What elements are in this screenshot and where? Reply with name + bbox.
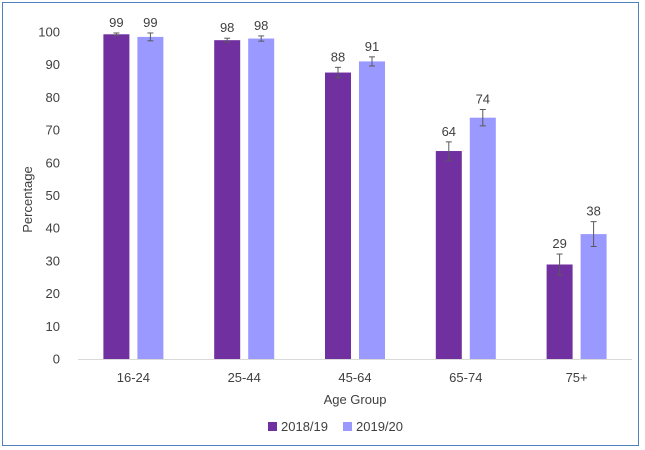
bar bbox=[359, 61, 385, 360]
bar bbox=[103, 34, 130, 359]
y-tick-label: 80 bbox=[46, 90, 60, 105]
y-tick-label: 40 bbox=[46, 221, 60, 236]
x-axis-title: Age Group bbox=[324, 392, 387, 407]
x-axis-ticks: 16-24 25-44 45-64 65-74 75+ bbox=[117, 370, 588, 385]
x-tick-label: 45-64 bbox=[338, 370, 371, 385]
legend: 2018/19 2019/20 bbox=[268, 419, 403, 434]
bar bbox=[469, 117, 496, 359]
x-tick-label: 16-24 bbox=[117, 370, 150, 385]
bar bbox=[248, 38, 275, 359]
x-tick-label: 25-44 bbox=[228, 370, 261, 385]
y-tick-label: 60 bbox=[46, 155, 60, 170]
data-label: 64 bbox=[442, 124, 456, 139]
legend-swatch bbox=[268, 422, 277, 431]
y-tick-label: 0 bbox=[53, 352, 60, 367]
legend-swatch bbox=[343, 422, 352, 431]
bar bbox=[580, 234, 607, 359]
y-tick-label: 50 bbox=[46, 188, 60, 203]
data-label: 88 bbox=[331, 49, 345, 64]
y-tick-label: 10 bbox=[46, 319, 60, 334]
data-label: 98 bbox=[220, 20, 234, 35]
legend-label: 2019/20 bbox=[356, 419, 403, 434]
y-tick-label: 70 bbox=[46, 123, 60, 138]
y-tick-label: 20 bbox=[46, 286, 60, 301]
x-tick-label: 75+ bbox=[566, 370, 588, 385]
bar bbox=[214, 40, 241, 360]
bar bbox=[435, 151, 462, 359]
bar bbox=[325, 72, 351, 359]
data-label: 98 bbox=[254, 18, 268, 33]
y-axis-title: Percentage bbox=[20, 166, 35, 233]
bar bbox=[137, 36, 164, 359]
y-tick-label: 30 bbox=[46, 253, 60, 268]
bar bbox=[546, 264, 573, 359]
data-label: 74 bbox=[476, 91, 490, 106]
y-tick-label: 100 bbox=[38, 25, 60, 40]
data-label: 38 bbox=[586, 204, 600, 219]
legend-label: 2018/19 bbox=[281, 419, 328, 434]
x-tick-label: 65-74 bbox=[449, 370, 482, 385]
y-tick-label: 90 bbox=[46, 57, 60, 72]
data-label: 29 bbox=[552, 236, 566, 251]
data-label: 91 bbox=[365, 39, 379, 54]
data-label: 99 bbox=[109, 15, 123, 30]
data-label: 99 bbox=[143, 15, 157, 30]
y-axis-ticks: 0 10 20 30 40 50 60 70 80 90 100 bbox=[38, 25, 60, 367]
bars: 99 99 98 98 88 91 64 74 29 38 bbox=[103, 15, 607, 360]
